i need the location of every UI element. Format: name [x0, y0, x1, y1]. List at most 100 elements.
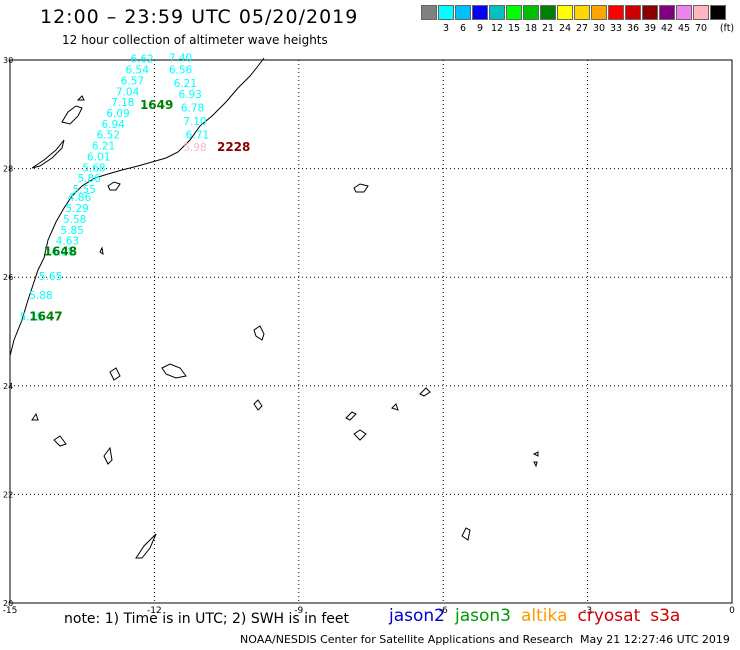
satellite-legend: jason2 jason3 altika cryosat s3a — [389, 606, 690, 626]
legend-swatch — [659, 5, 675, 20]
legend-swatch — [523, 5, 539, 20]
time-label: 1647 — [29, 310, 62, 324]
legend-swatch — [455, 5, 471, 20]
legend-label: 36 — [626, 23, 640, 34]
legend-unit: (ft) — [719, 23, 735, 34]
swh-value: 6.71 — [186, 130, 209, 142]
satellite-jason2: jason2 — [389, 606, 445, 626]
swh-value: 6.01 — [87, 151, 110, 163]
legend-swatch — [608, 5, 624, 20]
y-tick-label: 28 — [3, 165, 13, 174]
legend-swatch — [693, 5, 709, 20]
swh-value: 7.40 — [169, 53, 192, 65]
legend-swatch — [438, 5, 454, 20]
x-axis-labels: -15 -12 -9 -6 -3 0 — [3, 606, 735, 616]
time-labels: 1649 1648 1647 2228 — [29, 98, 250, 324]
swh-value: 5.68 — [82, 162, 105, 174]
x-tick-label: -3 — [583, 606, 592, 616]
coastlines — [9, 57, 539, 559]
island-8 — [391, 403, 399, 411]
swh-value: 5.65 — [39, 271, 62, 283]
legend-swatch — [710, 5, 726, 20]
island-3 — [253, 325, 265, 341]
island-4 — [161, 363, 187, 379]
island-15 — [135, 533, 157, 559]
legend-swatch — [472, 5, 488, 20]
swh-value: 5.58 — [63, 214, 86, 226]
lat-lon-grid — [10, 60, 732, 603]
y-tick-label: 22 — [3, 490, 13, 499]
legend-label: 18 — [524, 23, 538, 34]
african-coastline — [9, 57, 265, 357]
island-17 — [533, 461, 538, 468]
legend-swatch — [540, 5, 556, 20]
legend-swatch — [489, 5, 505, 20]
swh-value: 4.63 — [56, 236, 79, 248]
legend-label: 21 — [541, 23, 555, 34]
y-tick-label: 20 — [3, 599, 13, 608]
legend-label: 45 — [677, 23, 691, 34]
y-tick-label: 24 — [3, 382, 13, 391]
x-tick-label: -9 — [294, 606, 303, 616]
swh-value: 5.25 — [20, 312, 43, 324]
swh-value: 6.93 — [178, 89, 201, 101]
island-2 — [353, 183, 369, 193]
time-label: 1649 — [140, 98, 173, 112]
legend-swatch — [676, 5, 692, 20]
legend-label: 3 — [442, 23, 450, 34]
credit-text: NOAA/NESDIS Center for Satellite Applica… — [240, 633, 574, 646]
legend-swatch — [421, 5, 437, 20]
swh-value: 7.18 — [111, 97, 134, 109]
time-label: 1648 — [44, 244, 77, 258]
swh-value: 5.88 — [29, 290, 52, 302]
swh-value: 7.04 — [116, 86, 140, 98]
swh-value: 6.56 — [169, 65, 193, 77]
y-axis-labels: 30 28 26 24 22 20 — [3, 56, 13, 608]
island-9 — [419, 387, 431, 397]
island-fuerteventura — [31, 139, 65, 169]
swh-value: 6.21 — [174, 78, 197, 90]
swh-value: 6.62 — [130, 54, 153, 66]
legend-swatch — [591, 5, 607, 20]
island-14 — [461, 527, 471, 541]
map-title: 12:00 – 23:59 UTC 05/20/2019 — [40, 6, 359, 28]
x-tick-label: -6 — [439, 606, 448, 616]
time-label: 2228 — [217, 140, 250, 154]
swh-value: 7.10 — [183, 116, 206, 128]
island-5 — [109, 367, 121, 381]
legend-swatch — [625, 5, 641, 20]
swh-value: 6.09 — [106, 108, 129, 120]
legend-label: 6 — [459, 23, 467, 34]
swh-value: 6.94 — [101, 119, 125, 131]
legend-label: 33 — [609, 23, 623, 34]
legend-label: 9 — [476, 23, 484, 34]
swh-value: 6.52 — [97, 130, 120, 142]
swh-value: 6.54 — [126, 65, 150, 77]
swh-value: 5.85 — [61, 225, 84, 237]
legend-label: 27 — [575, 23, 589, 34]
y-tick-label: 26 — [3, 273, 13, 282]
legend-label: 42 — [660, 23, 674, 34]
map-frame — [9, 59, 733, 604]
island-6 — [253, 399, 263, 411]
x-tick-label: -15 — [3, 606, 18, 616]
swh-value: 4.86 — [68, 192, 92, 204]
satellite-s3a: s3a — [650, 606, 681, 626]
legend-label: 12 — [490, 23, 504, 34]
island-11 — [31, 412, 39, 421]
satellite-cryosat: cryosat — [577, 606, 641, 626]
legend-label: 30 — [592, 23, 606, 34]
x-tick-label: 0 — [729, 606, 735, 616]
swh-value: 5.86 — [77, 173, 101, 185]
legend-swatch — [642, 5, 658, 20]
legend-label: 24 — [558, 23, 572, 34]
generated-timestamp: May 21 12:27:46 UTC 2019 — [580, 633, 730, 646]
swh-value: 6.57 — [121, 75, 144, 87]
island-lanzarote — [61, 105, 83, 125]
x-tick-label: -12 — [147, 606, 162, 616]
satellite-jason3: jason3 — [455, 606, 511, 626]
swh-value: 6.21 — [92, 141, 115, 153]
map-subtitle: 12 hour collection of altimeter wave hei… — [62, 33, 328, 47]
satellite-altika: altika — [521, 606, 568, 626]
